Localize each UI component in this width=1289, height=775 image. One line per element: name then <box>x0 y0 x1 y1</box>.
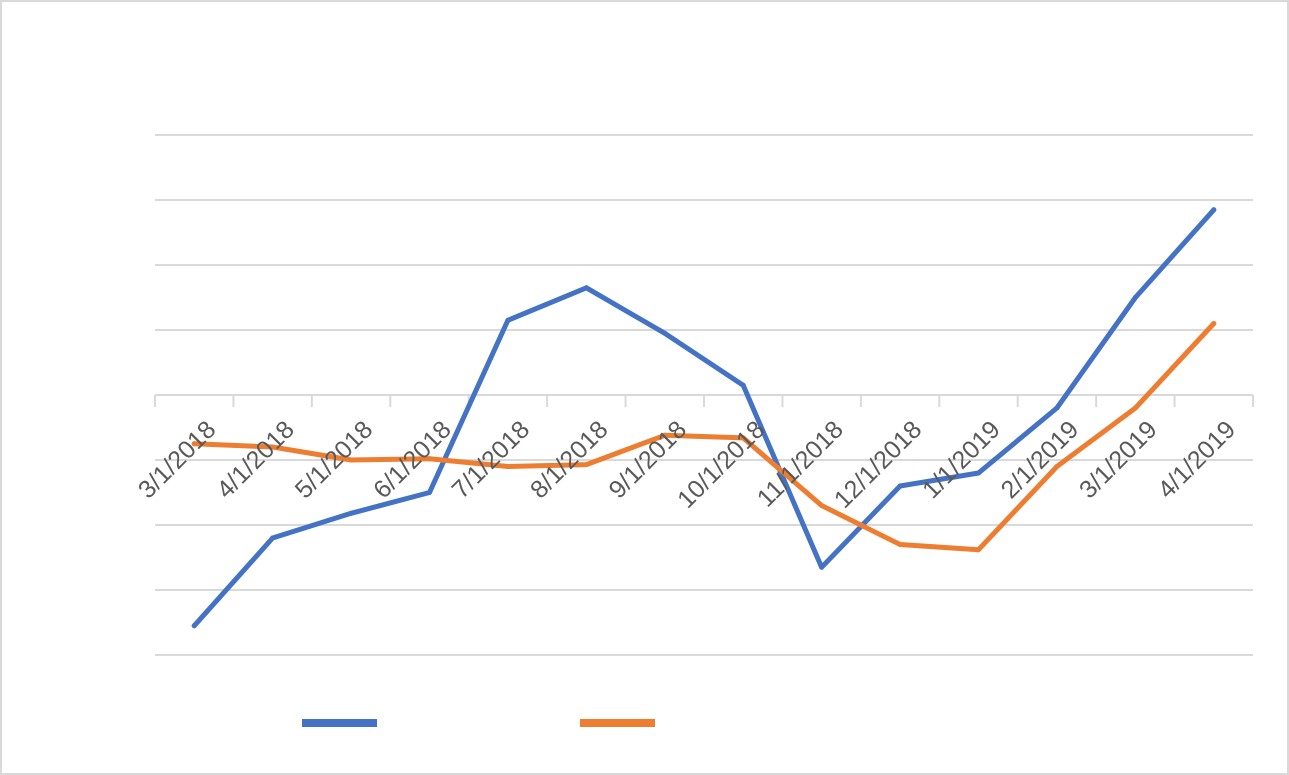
series-line-1 <box>191 207 1217 629</box>
series-1-point <box>1211 207 1217 213</box>
series-1-point <box>505 317 511 323</box>
series-1-point <box>897 483 903 489</box>
series-lines <box>191 207 1217 629</box>
series-2-point <box>1132 405 1138 411</box>
series-2-point <box>583 462 589 468</box>
series-1-point <box>583 285 589 291</box>
series-1-point <box>1054 405 1060 411</box>
series-1-point <box>270 535 276 541</box>
series-1-point <box>662 330 668 336</box>
series-2-point <box>505 464 511 469</box>
x-axis <box>154 394 1254 407</box>
series-2-point <box>191 441 197 447</box>
series-1-point <box>740 382 746 388</box>
series-2-point <box>270 444 276 450</box>
series-2-point <box>1211 321 1217 326</box>
series-2-point <box>897 542 903 547</box>
series-line-2 <box>191 321 1217 553</box>
series-1-point <box>976 470 981 476</box>
series-2-point <box>662 432 668 438</box>
series-1-point <box>348 510 354 516</box>
series-2-point <box>740 435 746 441</box>
series-1-point <box>819 564 825 570</box>
series-1-point <box>427 490 432 495</box>
series-2-point <box>348 457 354 463</box>
series-1-point <box>191 623 197 629</box>
series-2-point <box>427 456 432 462</box>
series-1-point <box>1132 295 1138 300</box>
series-2-point <box>1054 464 1060 469</box>
x-tick-labels: 3/1/20184/1/20185/1/20186/1/20187/1/2018… <box>133 415 1241 513</box>
series-2-point <box>976 547 981 553</box>
series-2-point <box>819 503 825 508</box>
